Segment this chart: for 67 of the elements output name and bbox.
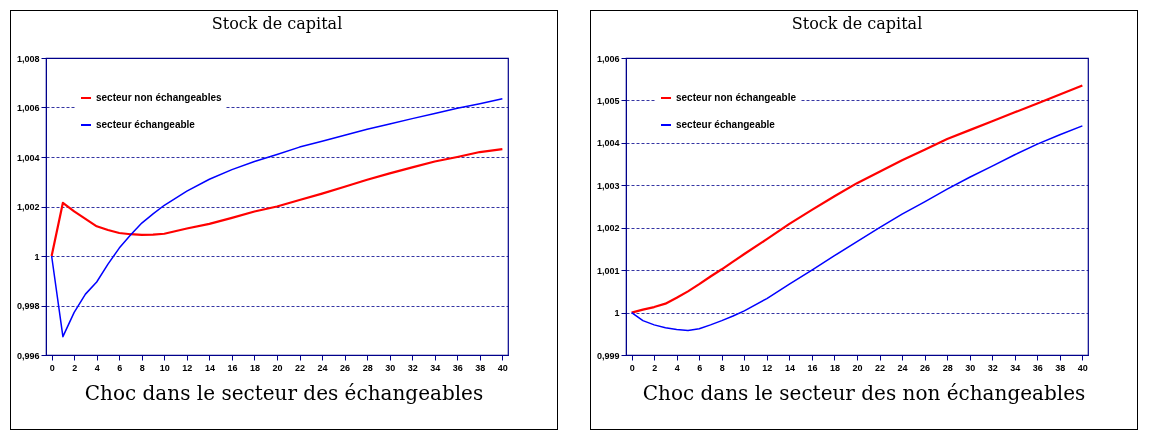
x-tick-label: 0 bbox=[49, 362, 55, 373]
x-tick-label: 16 bbox=[807, 362, 818, 373]
x-tick-label: 20 bbox=[272, 362, 283, 373]
line-series bbox=[50, 147, 504, 258]
y-tick-label: 1,002 bbox=[16, 202, 40, 212]
x-tick-label: 2 bbox=[652, 362, 658, 373]
x-tick-label: 8 bbox=[139, 362, 145, 373]
x-tick-label: 26 bbox=[340, 362, 351, 373]
x-tick-label: 40 bbox=[1077, 362, 1088, 373]
x-tick-label: 22 bbox=[875, 362, 886, 373]
y-tick-label: 1,005 bbox=[596, 95, 620, 106]
chart-title: Stock de capital bbox=[211, 14, 343, 33]
x-tick-label: 14 bbox=[784, 362, 795, 373]
x-tick-label: 40 bbox=[497, 362, 508, 373]
y-tick-label: 1,008 bbox=[16, 53, 40, 64]
x-tick-label: 30 bbox=[385, 362, 396, 373]
legend-label: secteur non échangeable bbox=[676, 92, 797, 103]
x-tick-label: 12 bbox=[762, 362, 773, 373]
x-tick-label: 8 bbox=[719, 362, 725, 373]
x-tick-label: 32 bbox=[987, 362, 998, 373]
text: Choc dans le secteur des non échangeables bbox=[641, 381, 1087, 405]
y-tick-label: 1,004 bbox=[596, 138, 620, 149]
x-tick-label: 2 bbox=[72, 362, 78, 373]
y-tick-label: 1 bbox=[34, 251, 40, 262]
y-tick-label: 0,996 bbox=[16, 350, 40, 361]
x-tick-label: 30 bbox=[965, 362, 976, 373]
legend-label: secteur échangeable bbox=[96, 119, 196, 130]
y-tick-label: 1 bbox=[614, 308, 620, 319]
x-tick-label: 32 bbox=[407, 362, 418, 373]
x-tick-label: 12 bbox=[182, 362, 193, 373]
x-tick-label: 18 bbox=[829, 362, 840, 373]
x-tick-label: 24 bbox=[897, 362, 908, 373]
x-tick-label: 6 bbox=[697, 362, 703, 373]
y-tick-label: 1,002 bbox=[596, 223, 620, 234]
x-tick-label: 26 bbox=[920, 362, 931, 373]
x-tick-label: 20 bbox=[852, 362, 863, 373]
x-tick-label: 34 bbox=[430, 362, 441, 373]
y-tick-label: 0,998 bbox=[16, 301, 40, 311]
x-tick-label: 34 bbox=[1010, 362, 1021, 373]
x-tick-label: 22 bbox=[295, 362, 306, 373]
legend-label: secteur échangeable bbox=[676, 119, 776, 130]
x-tick-label: 10 bbox=[739, 362, 750, 373]
x-tick-label: 36 bbox=[452, 362, 463, 373]
legend-label: secteur non échangeables bbox=[96, 92, 223, 103]
x-tick-label: 10 bbox=[159, 362, 170, 373]
x-tick-label: 38 bbox=[475, 362, 486, 373]
x-tick-label: 4 bbox=[674, 362, 680, 373]
y-tick-label: 1,006 bbox=[16, 103, 40, 113]
x-tick-label: 28 bbox=[362, 362, 373, 373]
x-tick-label: 28 bbox=[942, 362, 953, 373]
x-tick-label: 0 bbox=[629, 362, 635, 373]
y-tick-label: 0,999 bbox=[596, 350, 620, 361]
text: Choc dans le secteur des échangeables bbox=[83, 381, 485, 405]
chart-title: Stock de capital bbox=[791, 14, 923, 33]
y-tick-label: 1,001 bbox=[596, 265, 620, 276]
y-tick-label: 1,006 bbox=[596, 53, 620, 64]
x-tick-label: 6 bbox=[117, 362, 123, 373]
x-tick-label: 18 bbox=[249, 362, 260, 373]
x-tick-label: 16 bbox=[227, 362, 238, 373]
x-tick-label: 36 bbox=[1032, 362, 1043, 373]
x-tick-label: 4 bbox=[94, 362, 100, 373]
line-series bbox=[630, 84, 1084, 314]
x-tick-label: 24 bbox=[317, 362, 328, 373]
x-tick-label: 14 bbox=[204, 362, 215, 373]
y-tick-label: 1,003 bbox=[596, 180, 620, 191]
x-tick-label: 38 bbox=[1055, 362, 1066, 373]
y-tick-label: 1,004 bbox=[16, 152, 40, 163]
